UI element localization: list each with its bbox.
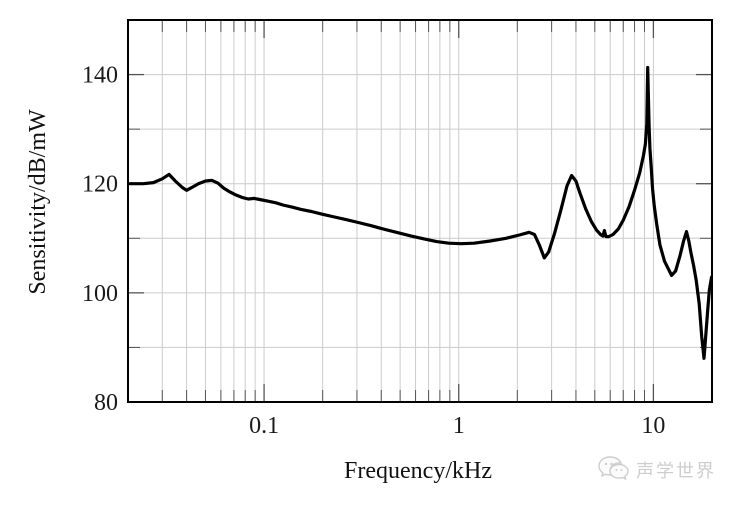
x-tick-label: 1 [453, 413, 465, 439]
y-tick-labels: 80 100 120 140 [82, 63, 118, 416]
plot-border [127, 19, 713, 403]
x-tick-label: 10 [641, 413, 665, 439]
y-tick-label: 80 [94, 390, 118, 416]
data-series [128, 65, 713, 360]
axis-ticks [128, 20, 712, 403]
y-axis-title: Sensitivity/dB/mW [25, 109, 51, 295]
watermark: 声学世界 [597, 455, 716, 485]
sensitivity-curve [128, 65, 713, 360]
y-tick-label: 100 [82, 281, 118, 307]
watermark-text: 声学世界 [636, 461, 716, 481]
x-tick-labels: 0.1 1 10 [249, 413, 665, 439]
y-tick-label: 140 [82, 63, 118, 89]
x-axis-title: Frequency/kHz [344, 458, 492, 484]
grid-lines [128, 20, 712, 402]
chat-bubbles-icon [598, 456, 629, 481]
y-tick-label: 120 [82, 172, 118, 198]
x-tick-label: 0.1 [249, 413, 279, 439]
